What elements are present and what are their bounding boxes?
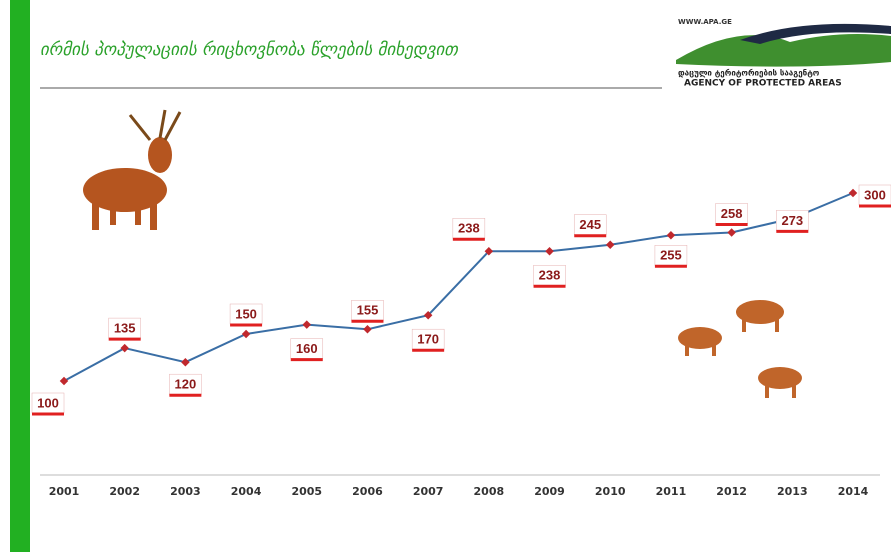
value-label-text: 273 <box>781 213 803 228</box>
x-tick-label: 2007 <box>413 485 444 498</box>
logo-georgian: დაცული ტერიტორიების სააგენტო <box>678 68 820 78</box>
value-label-text: 245 <box>579 217 601 232</box>
value-label: 273 <box>776 210 808 231</box>
x-tick-label: 2014 <box>838 485 869 498</box>
value-label-text: 238 <box>458 221 480 236</box>
slide: ირმის პოპულაციის რიცხოვნობა წლების მიხედ… <box>0 0 891 552</box>
x-tick-label: 2004 <box>231 485 262 498</box>
value-label-text: 160 <box>296 341 318 356</box>
value-label: 238 <box>453 218 485 239</box>
x-tick-label: 2013 <box>777 485 808 498</box>
value-label-text: 120 <box>175 377 197 392</box>
value-label: 258 <box>716 203 748 224</box>
x-tick-label: 2009 <box>534 485 565 498</box>
chart-title: ირმის პოპულაციის რიცხოვნობა წლების მიხედ… <box>40 40 459 60</box>
value-label-text: 100 <box>37 395 59 410</box>
value-label: 100 <box>32 393 64 414</box>
value-label-text: 300 <box>864 187 886 202</box>
x-tick-label: 2001 <box>49 485 80 498</box>
value-label: 255 <box>655 245 687 266</box>
value-label-text: 238 <box>539 268 561 283</box>
x-tick-label: 2011 <box>656 485 687 498</box>
x-tick-label: 2003 <box>170 485 201 498</box>
value-label: 238 <box>534 265 566 286</box>
value-label-text: 255 <box>660 248 682 263</box>
value-label-text: 150 <box>235 306 257 321</box>
x-tick-label: 2005 <box>291 485 322 498</box>
value-label-text: 155 <box>357 303 379 318</box>
x-tick-label: 2010 <box>595 485 626 498</box>
x-tick-label: 2002 <box>109 485 140 498</box>
value-label: 150 <box>230 304 262 325</box>
value-label: 135 <box>109 318 141 339</box>
value-label: 160 <box>291 339 323 360</box>
logo-english: AGENCY OF PROTECTED AREAS <box>684 79 842 89</box>
value-label: 120 <box>169 374 201 395</box>
value-label-text: 258 <box>721 206 743 221</box>
value-label: 155 <box>351 300 383 321</box>
value-label: 245 <box>574 215 606 236</box>
value-label: 170 <box>412 329 444 350</box>
value-label-text: 170 <box>417 332 439 347</box>
value-label-text: 135 <box>114 321 136 336</box>
x-tick-label: 2008 <box>474 485 505 498</box>
value-label: 300 <box>859 185 891 206</box>
logo-url: WWW.APA.GE <box>678 18 732 26</box>
x-tick-label: 2006 <box>352 485 383 498</box>
side-bar <box>10 0 30 552</box>
x-tick-label: 2012 <box>716 485 747 498</box>
